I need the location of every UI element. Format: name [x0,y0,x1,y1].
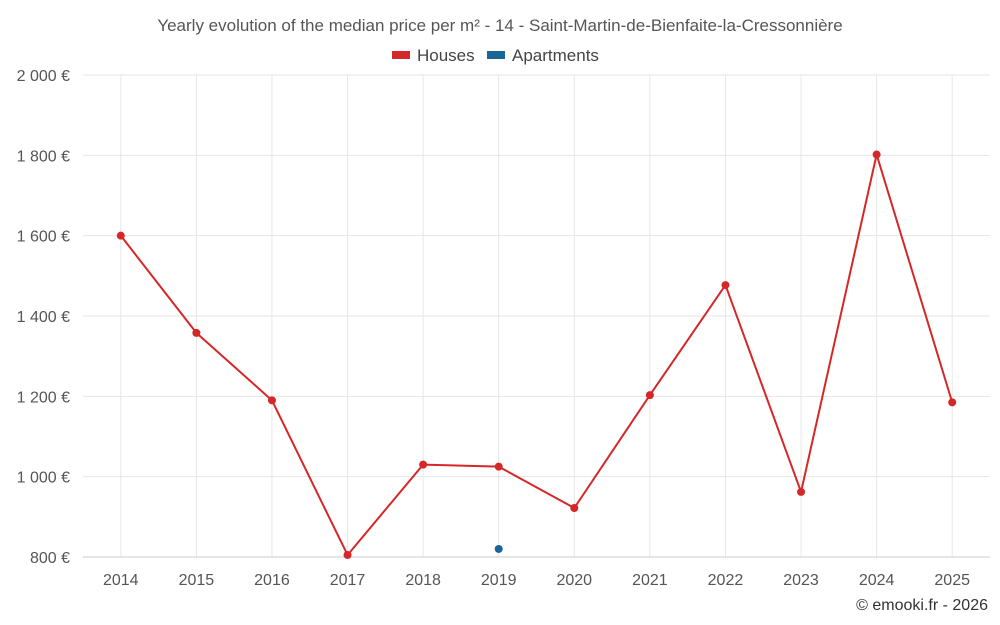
y-tick-label: 1 000 € [17,470,70,487]
legend-swatch-houses [392,51,410,59]
x-tick-label: 2018 [405,572,441,589]
data-point-houses-2015[interactable] [192,328,201,337]
data-point-houses-2018[interactable] [419,460,428,469]
series [116,150,957,559]
data-point-houses-2024[interactable] [872,150,881,159]
y-tick-label: 1 800 € [17,148,70,165]
data-point-houses-2023[interactable] [797,487,806,496]
x-tick-label: 2014 [103,572,139,589]
chart-title: Yearly evolution of the median price per… [157,16,842,35]
data-point-houses-2014[interactable] [116,231,125,240]
x-tick-label: 2023 [783,572,819,589]
data-point-houses-2022[interactable] [721,281,730,290]
x-tick-label: 2019 [481,572,517,589]
x-tick-label: 2016 [254,572,290,589]
x-tick-label: 2017 [330,572,366,589]
data-point-houses-2017[interactable] [343,550,352,559]
series-line-houses [120,153,954,556]
grid [83,74,990,557]
data-point-houses-2019[interactable] [494,462,503,471]
legend-item-houses[interactable]: Houses [392,46,475,65]
y-tick-label: 1 400 € [17,309,70,326]
x-tick-label: 2021 [632,572,668,589]
data-point-houses-2020[interactable] [570,503,579,512]
x-tick-label: 2015 [179,572,215,589]
data-point-apartments-2019[interactable] [494,544,503,553]
x-tick-label: 2025 [934,572,970,589]
legend-item-apartments[interactable]: Apartments [487,46,599,65]
y-tick-label: 1 200 € [17,389,70,406]
y-tick-label: 2 000 € [17,68,70,85]
y-tick-label: 1 600 € [17,229,70,246]
data-point-houses-2025[interactable] [948,398,957,407]
legend-label-apartments: Apartments [512,46,599,65]
axes: 800 € 1 000 € 1 200 € 1 400 € 1 600 € 1 800 €… [17,68,990,589]
y-tick-label: 800 € [30,550,70,567]
legend: Houses Apartments [392,46,599,65]
data-point-houses-2021[interactable] [645,391,654,400]
data-point-houses-2016[interactable] [267,396,276,405]
legend-label-houses: Houses [417,46,475,65]
legend-swatch-apartments [487,51,505,59]
x-tick-label: 2020 [556,572,592,589]
credit-text: © emooki.fr - 2026 [856,597,988,614]
x-tick-label: 2022 [708,572,744,589]
x-tick-label: 2024 [859,572,895,589]
